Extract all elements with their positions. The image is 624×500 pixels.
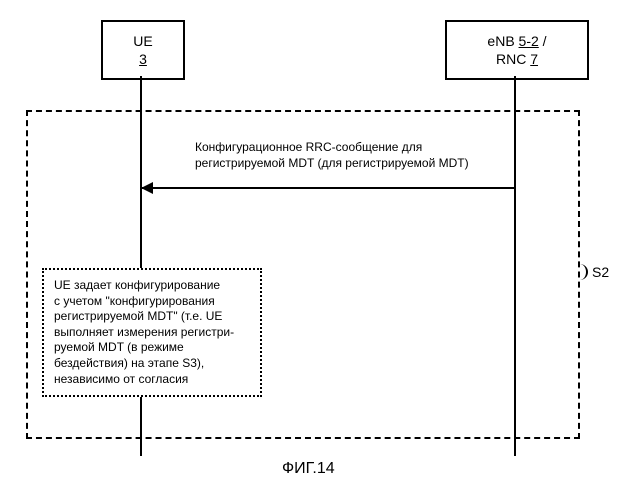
note-box: UE задает конфигурирование с учетом "кон…: [42, 268, 262, 397]
participant-ue-id: 3: [139, 50, 147, 68]
note-line-0: UE задает конфигурирование: [54, 278, 250, 294]
participant-enb-line2: RNC 7: [496, 50, 538, 68]
message-arrow-head: [141, 182, 153, 194]
figure-caption: ФИГ.14: [282, 460, 335, 478]
note-line-4: руемой MDT (в режиме: [54, 340, 250, 356]
note-line-5: бездействия) на этапе S3),: [54, 356, 250, 372]
frame-label-connector: [576, 264, 588, 280]
note-line-2: регистрируемой MDT" (т.е. UE: [54, 309, 250, 325]
participant-enb-line1: eNB 5-2 /: [487, 32, 546, 50]
participant-enb-ref2: 7: [530, 51, 538, 67]
note-line-3: выполняет измерения регистри-: [54, 325, 250, 341]
participant-enb-ref1: 5-2: [519, 33, 539, 49]
frame-label: S2: [592, 264, 609, 280]
note-line-1: с учетом "конфигурирования: [54, 294, 250, 310]
participant-enb: eNB 5-2 / RNC 7: [445, 20, 589, 80]
note-line-6: независимо от согласия: [54, 372, 250, 388]
participant-enb-label2: RNC: [496, 51, 526, 67]
participant-ue: UE 3: [101, 20, 185, 80]
message-text: Конфигурационное RRC-сообщение для регис…: [195, 140, 515, 171]
message-arrow: [141, 187, 515, 189]
message-line1: Конфигурационное RRC-сообщение для: [195, 140, 515, 156]
message-line2: регистрируемой MDT (для регистрируемой M…: [195, 156, 515, 172]
participant-ue-label: UE: [133, 32, 152, 50]
participant-enb-sep: /: [539, 33, 547, 49]
participant-enb-label1: eNB: [487, 33, 514, 49]
